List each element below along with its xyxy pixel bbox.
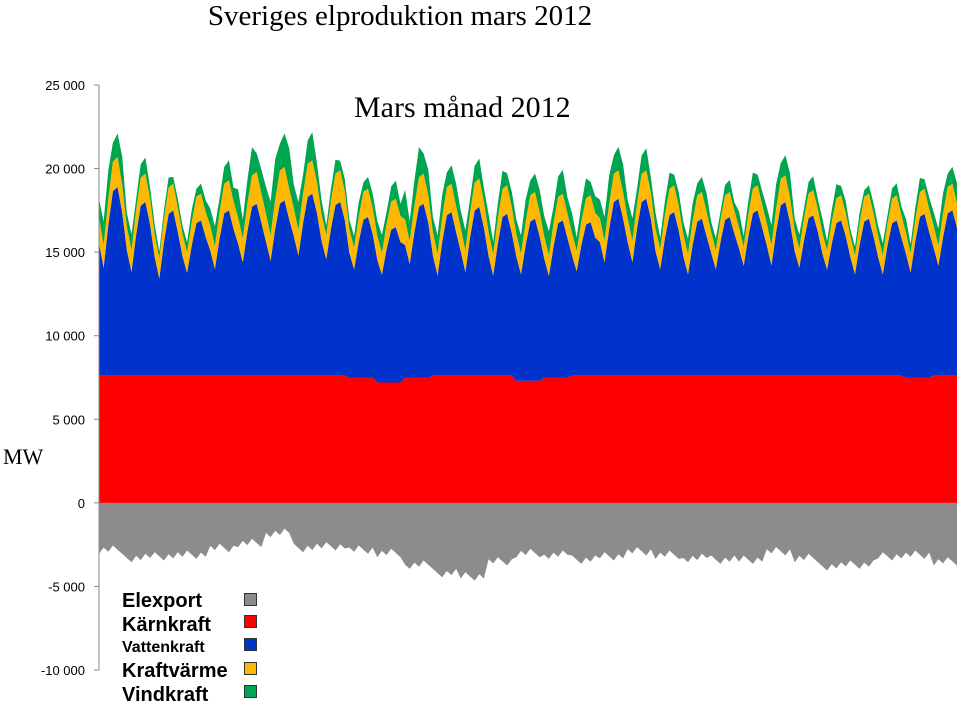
y-axis-label: MW bbox=[3, 444, 44, 469]
legend-swatch-vindkraft bbox=[244, 685, 257, 698]
y-tick-label: 15 000 bbox=[45, 245, 85, 260]
y-tick-label: 5 000 bbox=[52, 412, 85, 427]
legend-label-vattenkraft: Vattenkraft bbox=[122, 639, 205, 656]
y-tick-label: -5 000 bbox=[48, 579, 85, 594]
y-tick-label: 0 bbox=[78, 496, 85, 511]
legend-swatch-vattenkraft bbox=[244, 638, 257, 651]
area-karnkraft bbox=[99, 375, 957, 503]
legend-label-karnkraft: Kärnkraft bbox=[122, 614, 211, 636]
y-tick-label: 10 000 bbox=[45, 329, 85, 344]
area-elexport bbox=[99, 502, 957, 581]
chart-areas bbox=[99, 132, 957, 581]
legend-label-kraftvarme: Kraftvärme bbox=[122, 660, 228, 682]
y-tick-label: 25 000 bbox=[45, 78, 85, 93]
area-kraftvarme bbox=[99, 156, 957, 279]
chart-title: Mars månad 2012 bbox=[354, 91, 571, 124]
legend-label-elexport: Elexport bbox=[122, 590, 203, 612]
page-title: Sveriges elproduktion mars 2012 bbox=[207, 0, 593, 32]
y-tick-label: 20 000 bbox=[45, 162, 85, 177]
legend-swatch-kraftvarme bbox=[244, 662, 257, 675]
y-tick-label: -10 000 bbox=[41, 663, 85, 678]
area-vattenkraft bbox=[99, 187, 957, 383]
legend-label-vindkraft: Vindkraft bbox=[122, 684, 209, 706]
y-axis: 25 000 20 000 15 000 10 000 5 000 0 -5 000 -10 … bbox=[41, 78, 100, 678]
area-vindkraft bbox=[99, 132, 957, 259]
legend-swatch-elexport bbox=[244, 593, 257, 606]
legend-swatch-karnkraft bbox=[244, 615, 257, 628]
